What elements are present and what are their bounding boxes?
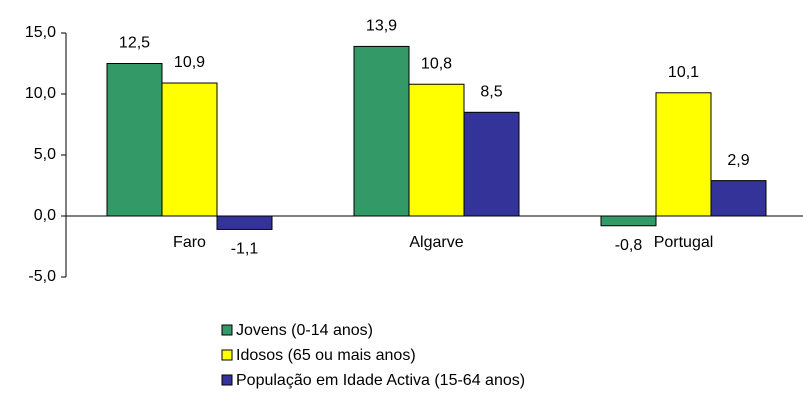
bar (463, 111, 520, 217)
y-tick-label: 0,0 (34, 207, 56, 224)
bar (600, 215, 657, 227)
y-tick-label: 15,0 (25, 24, 56, 41)
value-label: 10,1 (668, 64, 699, 81)
y-tick-label: -5,0 (28, 268, 56, 285)
bar (161, 82, 218, 217)
value-label: 10,9 (174, 54, 205, 71)
x-tick-label: Portugal (654, 234, 714, 251)
bar (216, 215, 273, 230)
x-tick-label: Algarve (409, 234, 463, 251)
value-label: 2,9 (727, 152, 749, 169)
value-label: 13,9 (366, 18, 397, 35)
bar (353, 45, 410, 217)
legend-label: Jovens (0-14 anos) (236, 322, 373, 339)
y-tick-label: 10,0 (25, 85, 56, 102)
legend-swatch (221, 349, 233, 361)
legend-swatch (221, 324, 233, 336)
bar (710, 180, 767, 217)
value-label: -0,8 (615, 237, 643, 254)
bar (655, 92, 712, 217)
value-label: 8,5 (480, 84, 502, 101)
x-tick-label: Faro (173, 234, 206, 251)
legend-swatch (221, 374, 233, 386)
value-label: 10,8 (421, 55, 452, 72)
value-label: -1,1 (231, 241, 259, 258)
y-tick-label: 5,0 (34, 146, 56, 163)
bar (408, 83, 465, 217)
legend-label: População em Idade Activa (15-64 anos) (236, 372, 525, 389)
bar (106, 63, 163, 217)
legend-label: Idosos (65 ou mais anos) (236, 347, 416, 364)
value-label: 12,5 (119, 35, 150, 52)
